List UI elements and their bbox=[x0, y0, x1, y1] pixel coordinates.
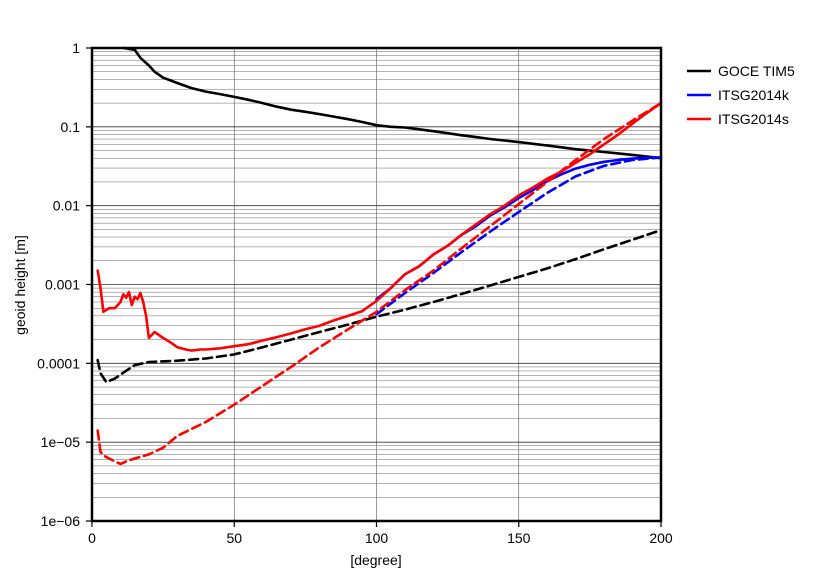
y-axis-title: geoid height [m] bbox=[12, 235, 28, 335]
x-tick-label-1: 50 bbox=[226, 530, 242, 546]
y-tick-label-1: 1e−05 bbox=[41, 434, 81, 450]
y-axis-ticks: 1e−06 1e−05 0.0001 0.001 0.01 0.1 1 bbox=[37, 40, 92, 529]
y-tick-label-6: 1 bbox=[72, 40, 80, 56]
y-tick-label-5: 0.1 bbox=[61, 119, 81, 135]
x-tick-label-4: 200 bbox=[649, 530, 673, 546]
x-tick-label-0: 0 bbox=[88, 530, 96, 546]
x-axis-ticks: 0 50 100 150 200 bbox=[88, 521, 673, 546]
legend-label-2: ITSG2014s bbox=[718, 111, 789, 127]
y-tick-label-2: 0.0001 bbox=[37, 355, 80, 371]
y-tick-label-0: 1e−06 bbox=[41, 513, 81, 529]
series-line-0 bbox=[122, 46, 663, 160]
series-line-1 bbox=[96, 228, 663, 384]
series-lines bbox=[96, 46, 663, 466]
series-line-4 bbox=[96, 101, 663, 352]
x-tick-label-3: 150 bbox=[507, 530, 531, 546]
series-line-3 bbox=[375, 156, 663, 316]
legend-label-0: GOCE TIM5 bbox=[718, 63, 795, 79]
legend: GOCE TIM5 ITSG2014k ITSG2014s bbox=[687, 63, 795, 127]
series-line-5 bbox=[96, 101, 663, 466]
legend-label-1: ITSG2014k bbox=[718, 87, 790, 103]
x-axis-title: [degree] bbox=[350, 552, 401, 568]
y-tick-label-3: 0.001 bbox=[45, 277, 80, 293]
grid bbox=[91, 48, 662, 522]
x-tick-label-2: 100 bbox=[365, 530, 389, 546]
y-tick-label-4: 0.01 bbox=[53, 198, 80, 214]
